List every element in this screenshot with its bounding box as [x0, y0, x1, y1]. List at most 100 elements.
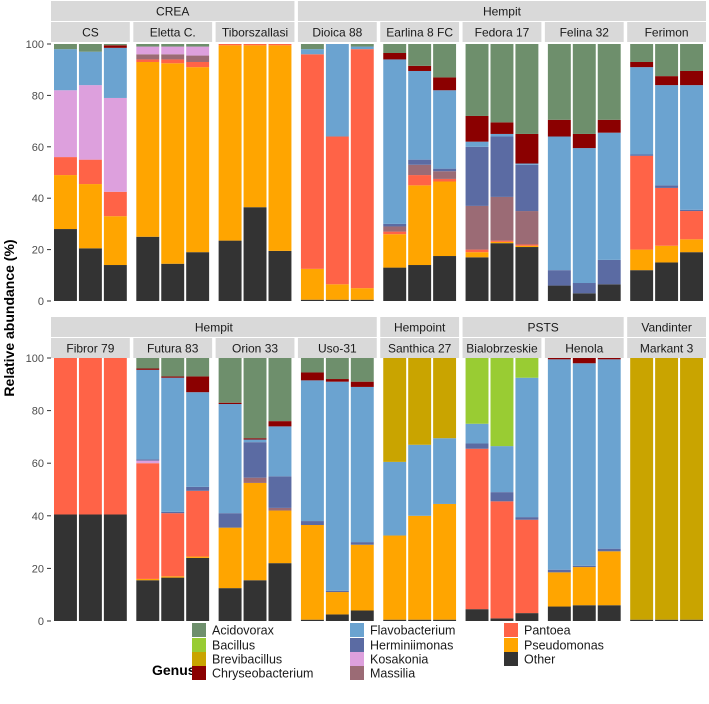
bar-henola-2 — [572, 358, 596, 621]
bar-segment-acidovorax — [300, 358, 324, 373]
bar-segment-pseudomonas — [243, 482, 267, 581]
bar-segment-kosakonia — [54, 90, 77, 158]
bar-segment-herminiimonas — [547, 569, 571, 573]
bar-segment-flavobacterium — [680, 85, 703, 210]
legend-item-pseudomonas: Pseudomonas — [504, 638, 604, 653]
bar-segment-flavobacterium — [465, 423, 489, 444]
bar-segment-pseudomonas — [325, 592, 349, 615]
bar-segment-other — [161, 263, 185, 301]
bar-segment-acidovorax — [161, 44, 185, 47]
bar-segment-other — [136, 580, 160, 621]
bar-segment-pseudomonas — [54, 175, 77, 230]
bar-cs-1 — [54, 44, 77, 301]
bar-segment-flavobacterium — [572, 363, 596, 566]
bar-segment-acidovorax — [465, 44, 489, 116]
bar-segment-flavobacterium — [136, 369, 160, 460]
bar-markant-3-1 — [630, 358, 654, 621]
bar-segment-massilia — [408, 164, 432, 176]
bar-segment-pantoea — [78, 159, 102, 185]
bar-segment-herminiimonas — [655, 185, 679, 188]
legend: Genus AcidovoraxBacillusBrevibacillusChr… — [152, 623, 604, 681]
bar-segment-acidovorax — [383, 44, 407, 53]
bar-segment-acidovorax — [186, 44, 210, 47]
bar-segment-other — [465, 257, 489, 301]
bar-earlina-8-fc-3 — [433, 44, 457, 301]
variety-label: Bialobrzeskie — [466, 342, 538, 356]
variety-strip — [297, 338, 377, 358]
bar-segment-pantoea — [186, 490, 210, 557]
y-tick-label: 100 — [26, 353, 44, 365]
bar-segment-acidovorax — [572, 44, 596, 134]
bar-orion-33-2 — [243, 358, 267, 621]
bar-segment-bacillus — [465, 358, 489, 424]
bar-segment-acidovorax — [680, 44, 703, 71]
bar-felina-32-1 — [547, 44, 571, 301]
y-axis-label: Relative abundance (%) — [1, 239, 17, 396]
bar-segment-other — [490, 243, 514, 301]
panel-markant-3: Markant 3 — [627, 338, 706, 621]
bar-ferimon-2 — [655, 44, 679, 301]
bar-segment-bacillus — [490, 358, 514, 447]
bar-segment-flavobacterium — [325, 44, 349, 137]
bar-segment-pantoea — [350, 49, 374, 289]
bar-cs-2 — [78, 44, 102, 301]
variety-strip — [297, 22, 377, 42]
bar-segment-herminiimonas — [515, 517, 539, 520]
bar-segment-pseudomonas — [680, 239, 703, 253]
variety-label: Ferimon — [645, 26, 689, 40]
legend-title: Genus — [152, 662, 196, 678]
bar-segment-pantoea — [325, 136, 349, 285]
panel-fedora-17: Fedora 17 — [462, 22, 542, 301]
bar-segment-flavobacterium — [655, 85, 679, 186]
y-tick-label: 20 — [32, 245, 44, 257]
bar-segment-chryseobacterium — [218, 402, 242, 405]
bar-henola-3 — [597, 358, 621, 621]
bar-segment-pseudomonas — [300, 268, 324, 300]
bar-segment-acidovorax — [161, 358, 185, 377]
legend-swatch — [350, 666, 364, 680]
bar-segment-pseudomonas — [161, 576, 185, 578]
bar-segment-flavobacterium — [515, 163, 539, 165]
bar-segment-flavobacterium — [547, 359, 571, 570]
bar-markant-3-3 — [680, 358, 703, 621]
bar-segment-flavobacterium — [300, 49, 324, 55]
bar-segment-flavobacterium — [408, 444, 432, 516]
variety-strip — [51, 338, 130, 358]
bar-segment-herminiimonas — [136, 459, 160, 461]
bar-segment-herminiimonas — [325, 590, 349, 593]
bar-segment-other — [54, 514, 77, 621]
group-strip-hempit: Hempit — [297, 1, 706, 21]
bar-segment-pantoea — [433, 178, 457, 182]
bar-felina-32-3 — [597, 44, 621, 301]
y-tick-label: 40 — [32, 193, 44, 205]
bar-segment-acidovorax — [547, 44, 571, 120]
bar-uso-31-3 — [350, 358, 374, 621]
bar-bialobrzeskie-2 — [490, 358, 514, 621]
panel-eletta-c: Eletta C. — [133, 22, 213, 301]
bar-segment-acidovorax — [515, 44, 539, 134]
bar-segment-acidovorax — [350, 44, 374, 47]
bar-segment-pantoea — [78, 358, 102, 515]
bar-eletta-c-1 — [136, 44, 160, 301]
group-label: Vandinter — [641, 321, 691, 335]
bar-dioica-88-3 — [350, 44, 374, 301]
bar-segment-acidovorax — [218, 358, 242, 403]
bar-segment-pseudomonas — [186, 556, 210, 558]
y-tick-label: 60 — [32, 458, 44, 470]
bar-segment-chryseobacterium — [103, 45, 127, 48]
legend-swatch — [350, 623, 364, 637]
bar-bialobrzeskie-3 — [515, 358, 539, 621]
bar-segment-pantoea — [268, 44, 292, 46]
bar-segment-pantoea — [243, 44, 267, 46]
bar-segment-other — [630, 619, 654, 621]
bar-felina-32-2 — [572, 44, 596, 301]
variety-strip — [215, 338, 295, 358]
bar-santhica-27-1 — [383, 358, 407, 621]
bar-segment-herminiimonas — [572, 283, 596, 294]
legend-item-acidovorax: Acidovorax — [192, 623, 275, 638]
bar-segment-herminiimonas — [465, 146, 489, 206]
bar-segment-flavobacterium — [490, 133, 514, 137]
bar-segment-other — [408, 265, 432, 301]
bar-eletta-c-2 — [161, 44, 185, 301]
group-label: Hempit — [483, 5, 522, 19]
